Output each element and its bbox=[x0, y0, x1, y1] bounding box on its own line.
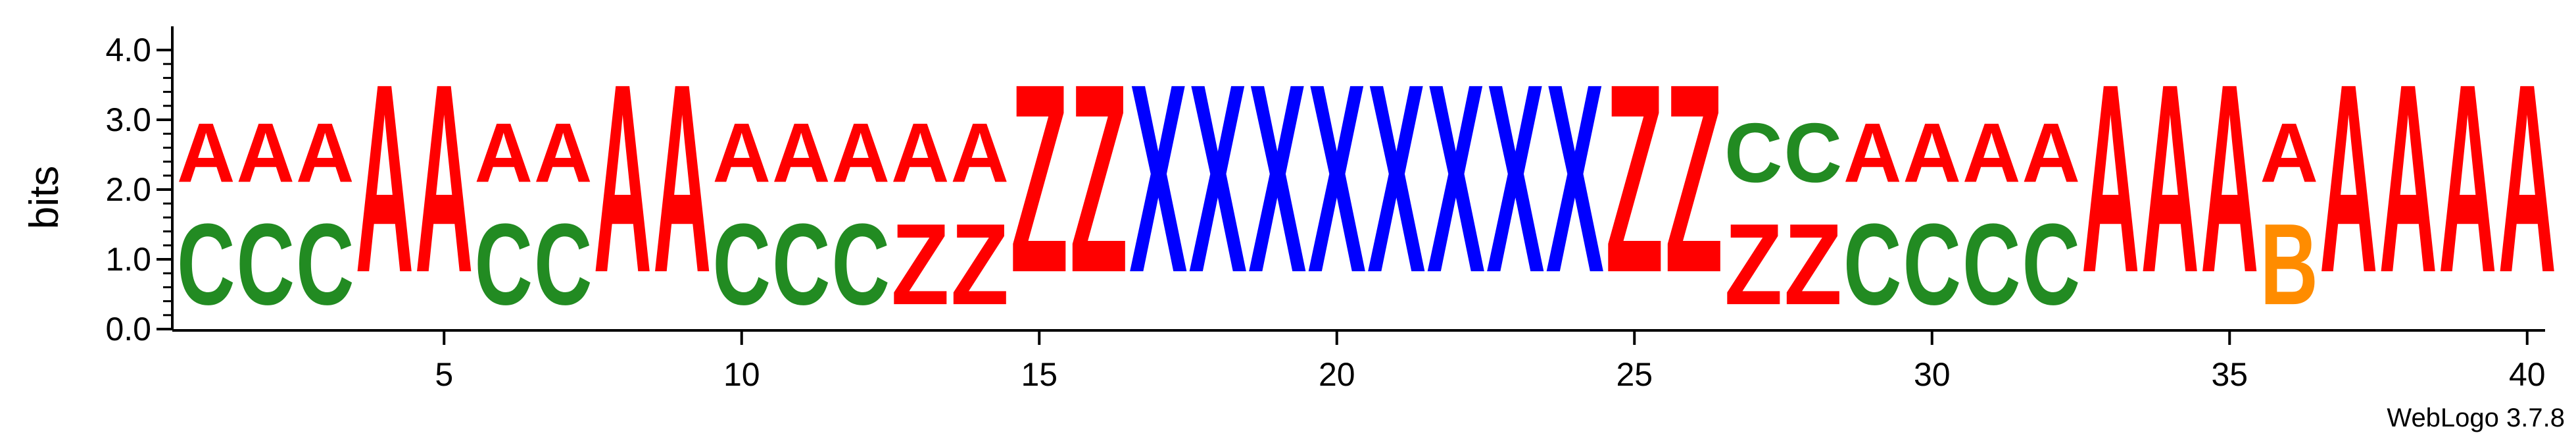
x-tick-label: 10 bbox=[723, 356, 760, 393]
logo-letter-Z: Z bbox=[1784, 200, 1842, 329]
logo-letter-Z: Z bbox=[951, 200, 1009, 329]
logo-letter-A: A bbox=[2439, 28, 2496, 328]
logo-letter-Z: Z bbox=[1010, 28, 1068, 328]
logo-letter-A: A bbox=[177, 105, 235, 200]
logo-letter-A: A bbox=[356, 28, 414, 328]
logo-letter-C: C bbox=[1962, 200, 2021, 329]
logo-letter-A: A bbox=[2498, 28, 2556, 328]
logo-letter-C: C bbox=[2022, 200, 2081, 329]
logo-letter-A: A bbox=[534, 105, 593, 200]
x-tick-label: 5 bbox=[435, 356, 453, 393]
x-ticks: 5 10 15 20 25 30 35 40 bbox=[435, 330, 2546, 393]
logo-letter-X: X bbox=[1367, 29, 1426, 329]
logo-letter-X: X bbox=[1248, 29, 1307, 329]
y-tick-label: 1.0 bbox=[105, 241, 151, 278]
y-axis: 0.0 1.0 2.0 3.0 4.0 bits bbox=[22, 26, 174, 348]
y-tick-label: 2.0 bbox=[105, 171, 151, 208]
logo-letter-Z: Z bbox=[1665, 28, 1723, 328]
logo-letter-C: C bbox=[1843, 200, 1902, 329]
logo-letter-Z: Z bbox=[1070, 28, 1128, 328]
y-tick-label: 0.0 bbox=[105, 311, 151, 348]
logo-letter-A: A bbox=[2379, 28, 2437, 328]
logo-letter-C: C bbox=[832, 200, 890, 329]
logo-letter-C: C bbox=[177, 200, 235, 329]
logo-letter-X: X bbox=[1546, 29, 1605, 329]
logo-letter-A: A bbox=[2022, 105, 2081, 200]
logo-letter-A: A bbox=[1962, 105, 2021, 200]
logo-letter-A: A bbox=[594, 28, 652, 328]
logo-letter-X: X bbox=[1308, 29, 1367, 329]
logo-letter-A: A bbox=[653, 28, 711, 328]
logo-letter-C: C bbox=[534, 200, 593, 329]
y-tick-label: 3.0 bbox=[105, 101, 151, 138]
logo-letter-A: A bbox=[1903, 105, 1962, 200]
logo-letter-A: A bbox=[832, 105, 890, 200]
logo-letter-Z: Z bbox=[891, 200, 949, 329]
logo-letter-A: A bbox=[2260, 105, 2319, 200]
logo-letter-C: C bbox=[772, 200, 831, 329]
logo-letter-A: A bbox=[2320, 28, 2377, 328]
x-tick-label: 25 bbox=[1616, 356, 1653, 393]
logo-letter-Z: Z bbox=[1724, 200, 1782, 329]
logo-letter-A: A bbox=[951, 105, 1009, 200]
x-tick-label: 40 bbox=[2509, 356, 2546, 393]
logo-letter-B: B bbox=[2260, 200, 2319, 329]
logo-letter-X: X bbox=[1189, 29, 1248, 329]
logo-letter-A: A bbox=[2081, 28, 2139, 328]
x-tick-label: 15 bbox=[1021, 356, 1057, 393]
logo-letter-A: A bbox=[1843, 105, 1902, 200]
logo-letter-C: C bbox=[475, 200, 533, 329]
x-tick-label: 30 bbox=[1914, 356, 1951, 393]
logo-letter-C: C bbox=[237, 200, 295, 329]
logo-letter-C: C bbox=[296, 200, 354, 329]
logo-letter-C: C bbox=[1724, 105, 1783, 200]
logo-letter-A: A bbox=[713, 105, 771, 200]
logo-letter-A: A bbox=[475, 105, 533, 200]
logo-letter-Z: Z bbox=[1605, 28, 1663, 328]
logo-letter-A: A bbox=[891, 105, 950, 200]
logo-letter-A: A bbox=[415, 28, 473, 328]
x-tick-label: 35 bbox=[2211, 356, 2248, 393]
logo-letter-A: A bbox=[772, 105, 831, 200]
weblogo-credit: WebLogo 3.7.8 bbox=[2387, 403, 2565, 432]
y-axis-label: bits bbox=[22, 166, 67, 229]
y-major-ticks: 0.0 1.0 2.0 3.0 4.0 bbox=[105, 32, 172, 348]
logo-letter-A: A bbox=[2200, 28, 2258, 328]
y-tick-label: 4.0 bbox=[105, 32, 151, 68]
logo-letter-X: X bbox=[1486, 29, 1545, 329]
logo-letter-X: X bbox=[1427, 29, 1486, 329]
x-tick-label: 20 bbox=[1319, 356, 1355, 393]
logo-letter-C: C bbox=[1903, 200, 1962, 329]
logo-letter-X: X bbox=[1129, 29, 1188, 329]
logo-letter-A: A bbox=[237, 105, 295, 200]
logo-letter-C: C bbox=[1784, 105, 1843, 200]
logo-letter-A: A bbox=[2141, 28, 2199, 328]
logo-letter-A: A bbox=[296, 105, 354, 200]
logo-letter-C: C bbox=[713, 200, 771, 329]
x-axis: 5 10 15 20 25 30 35 40 bbox=[172, 329, 2546, 393]
y-minor-ticks bbox=[163, 63, 172, 317]
